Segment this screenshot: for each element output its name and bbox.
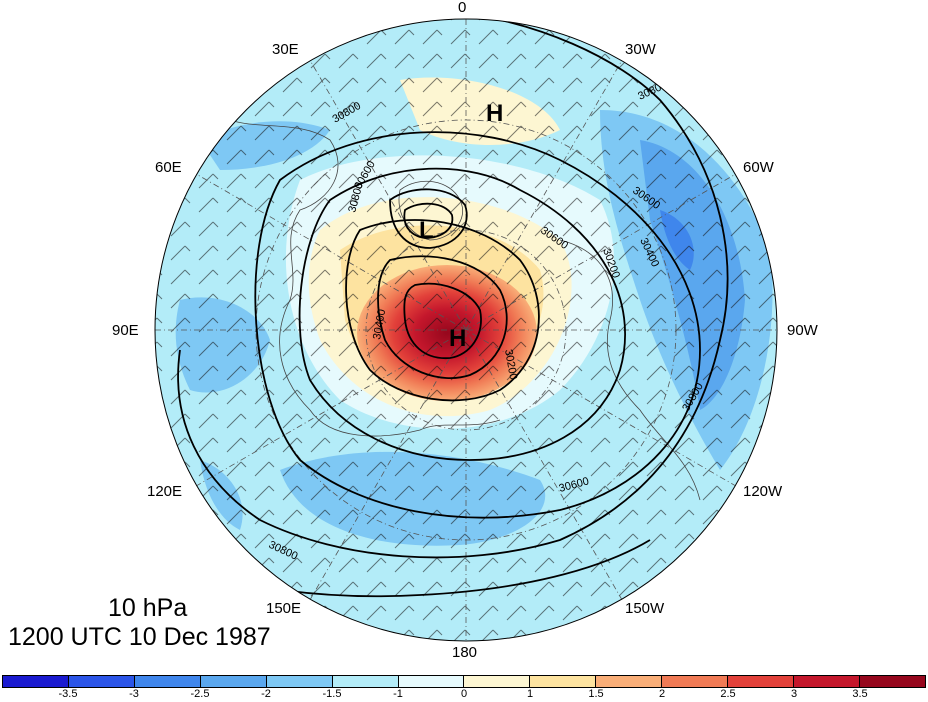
colorbar-tick-label: -2.5 (190, 688, 210, 700)
lon-label-60e: 60E (155, 159, 182, 176)
colorbar-segment (859, 676, 925, 687)
colorbar-tick-label: 3 (790, 688, 798, 700)
colorbar-segment (200, 676, 267, 687)
colorbar-tick-label: 1.5 (588, 688, 604, 700)
contour-label: 30200 (502, 348, 519, 380)
colorbar-tick-label: 0 (460, 688, 468, 700)
high-center-north: H (486, 100, 503, 127)
low-center-label: L (419, 217, 434, 244)
colorbar-tick-label: -3 (129, 688, 139, 700)
lon-label-60w: 60W (743, 159, 774, 176)
colorbar-segment (3, 676, 69, 687)
time-caption: 1200 UTC 10 Dec 1987 (8, 623, 271, 651)
lon-label-150w: 150W (625, 600, 665, 617)
colorbar-segment (464, 676, 531, 687)
level-caption: 10 hPa (108, 594, 188, 622)
map-disc: 30800 30600 30400 30200 30800 30800 3060… (155, 19, 777, 641)
lon-label-30e: 30E (272, 41, 299, 58)
lon-label-90e: 90E (112, 322, 139, 339)
colorbar-segment (68, 676, 135, 687)
lon-label-30w: 30W (625, 41, 656, 58)
colorbar-segment (662, 676, 729, 687)
lon-label-90w: 90W (787, 322, 818, 339)
colorbar-segment (332, 676, 399, 687)
colorbar-tick-label: -1 (393, 688, 403, 700)
high-center-main: H (449, 325, 466, 352)
colorbar-segment (266, 676, 333, 687)
colorbar-tick-label: 3.5 (852, 688, 868, 700)
colorbar-segment (530, 676, 597, 687)
colorbar-tick-label: 1 (526, 688, 534, 700)
map-border (154, 18, 778, 642)
colorbar-tick-label: 2.5 (720, 688, 736, 700)
colorbar-segment (728, 676, 795, 687)
colorbar-segment (134, 676, 201, 687)
lon-label-120e: 120E (147, 483, 183, 500)
colorbar-segment (398, 676, 465, 687)
colorbar-tick-label: -3.5 (58, 688, 78, 700)
colorbar-segment (794, 676, 860, 687)
colorbar-tick-label: -1.5 (322, 688, 342, 700)
lon-label-0: 0 (458, 0, 467, 16)
colorbar-tick-label: 2 (658, 688, 666, 700)
colorbar-segment (596, 676, 663, 687)
colorbar-tick-label: -2 (261, 688, 271, 700)
lon-label-150e: 150E (266, 600, 302, 617)
lon-label-180: 180 (452, 644, 478, 661)
contour-label: 30400 (371, 308, 388, 340)
lon-label-120w: 120W (743, 483, 783, 500)
colorbar (2, 675, 926, 688)
